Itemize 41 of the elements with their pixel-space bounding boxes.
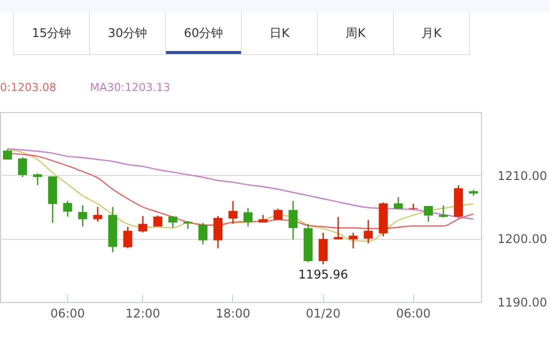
candlestick xyxy=(63,200,72,218)
x-tick-label: 06:00 xyxy=(50,306,85,320)
y-tick-label: 1190.00 xyxy=(498,296,548,310)
candlestick xyxy=(168,215,178,228)
candlestick xyxy=(424,205,433,222)
y-tick-label: 1200.00 xyxy=(498,232,548,246)
line-series xyxy=(6,148,474,220)
x-tick-label: 18:00 xyxy=(216,306,250,320)
candlestick xyxy=(348,232,358,249)
y-tick-label: 1210.00 xyxy=(498,168,548,183)
text: MA30:1203.13 xyxy=(90,81,170,94)
candlestick xyxy=(93,206,102,222)
annotation: 1195.96 xyxy=(298,267,348,282)
text: 15分钟 xyxy=(14,12,90,54)
candlestick xyxy=(138,215,148,234)
candlestick xyxy=(18,156,28,178)
candlestick xyxy=(153,214,162,228)
candlestick xyxy=(183,220,192,230)
x-tick-label: 06:00 xyxy=(396,306,431,320)
x-tick-label: 01/20 xyxy=(306,306,340,320)
text: 日K xyxy=(242,12,318,54)
candlestick xyxy=(364,219,373,244)
text: 60分钟 xyxy=(166,12,242,54)
candlestick xyxy=(198,222,208,245)
candlestick xyxy=(78,204,88,228)
candlestick xyxy=(438,204,448,218)
text: 月K xyxy=(394,12,470,54)
candlestick xyxy=(213,215,222,249)
candlestick xyxy=(228,200,238,224)
line-series xyxy=(6,148,474,242)
candlestick xyxy=(288,200,298,240)
candlestick xyxy=(33,172,42,186)
text: 30分钟 xyxy=(90,12,166,54)
x-tick-label: 12:00 xyxy=(126,306,160,320)
candlestick xyxy=(244,207,253,228)
candlestick xyxy=(123,226,132,249)
candlestick xyxy=(318,232,328,265)
text: 0:1203.08 xyxy=(0,81,56,94)
text: 周K xyxy=(318,12,394,54)
candlestick xyxy=(334,216,343,240)
candlestick xyxy=(274,208,283,221)
